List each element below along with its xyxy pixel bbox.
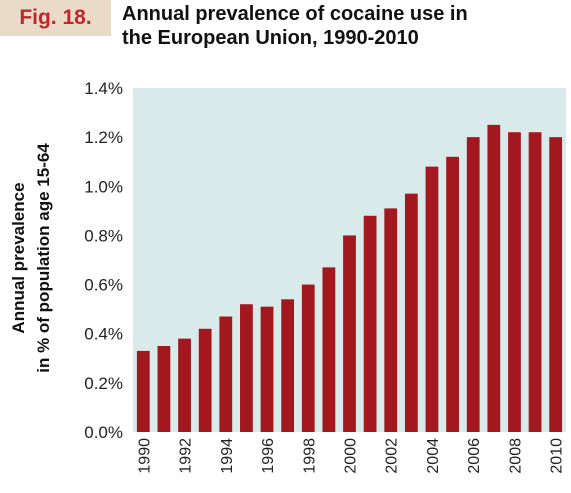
bar-1991 bbox=[157, 346, 171, 432]
x-tick-label: 2008 bbox=[507, 438, 524, 474]
bar-2008 bbox=[508, 132, 521, 432]
chart-title-line-2: the European Union, 1990-2010 bbox=[122, 27, 419, 49]
bar-1999 bbox=[322, 267, 336, 432]
x-tick-label: 2004 bbox=[425, 438, 442, 474]
bar-1990 bbox=[136, 350, 150, 432]
figure-label: Fig. 18. bbox=[0, 0, 111, 36]
bar-1995 bbox=[240, 304, 253, 432]
y-tick-label: 0.4% bbox=[84, 325, 123, 344]
y-tick-label: 0.0% bbox=[84, 423, 123, 442]
y-tick-label: 0.2% bbox=[84, 374, 123, 393]
x-tick-label: 2002 bbox=[384, 438, 401, 474]
x-tick-label: 2006 bbox=[466, 438, 483, 474]
bar-1994 bbox=[219, 316, 233, 432]
y-tick-label: 1.4% bbox=[84, 79, 123, 98]
x-tick-label: 2010 bbox=[549, 438, 566, 474]
bar-2004 bbox=[425, 166, 439, 432]
x-axis-ticks: 1990 1992 1994 1996 1998 2000 2002 2004 2006 2008… bbox=[136, 438, 565, 474]
x-tick-label: 1992 bbox=[178, 438, 195, 474]
bar-1997 bbox=[281, 299, 295, 432]
x-tick-label: 1994 bbox=[219, 438, 236, 474]
bar-2006 bbox=[466, 137, 480, 432]
bar-1996 bbox=[260, 306, 274, 432]
y-tick-label: 0.8% bbox=[84, 226, 123, 245]
y-tick-label: 1.2% bbox=[84, 128, 123, 147]
bar-1992 bbox=[178, 338, 191, 432]
y-axis-label-line-1: Annual prevalence bbox=[9, 182, 28, 333]
bar-2002 bbox=[384, 208, 398, 432]
bar-2009 bbox=[528, 132, 542, 432]
bar-2001 bbox=[363, 215, 377, 432]
bar-1993 bbox=[198, 328, 212, 432]
y-tick-label: 1.0% bbox=[84, 177, 123, 196]
y-axis-ticks: 0.0% 0.2% 0.4% 0.6% 0.8% 1.0% 1.2% 1.4% bbox=[84, 79, 123, 442]
x-tick-label: 1990 bbox=[136, 438, 153, 474]
chart-title: Annual prevalence of cocaine use in the … bbox=[122, 2, 562, 50]
y-tick-label: 0.6% bbox=[84, 276, 123, 295]
bar-2003 bbox=[404, 193, 418, 432]
bars-group bbox=[136, 124, 563, 433]
bar-2005 bbox=[446, 156, 459, 433]
chart-title-line-1: Annual prevalence of cocaine use in bbox=[122, 3, 468, 25]
bar-2000 bbox=[343, 235, 356, 432]
bar-1998 bbox=[301, 284, 315, 432]
bar-2007 bbox=[487, 124, 501, 432]
x-tick-label: 2000 bbox=[343, 438, 360, 474]
y-axis-label-line-2: in % of population age 15-64 bbox=[34, 143, 53, 373]
bar-2010 bbox=[549, 137, 563, 432]
x-tick-label: 1996 bbox=[260, 438, 277, 474]
x-tick-label: 1998 bbox=[301, 438, 318, 474]
